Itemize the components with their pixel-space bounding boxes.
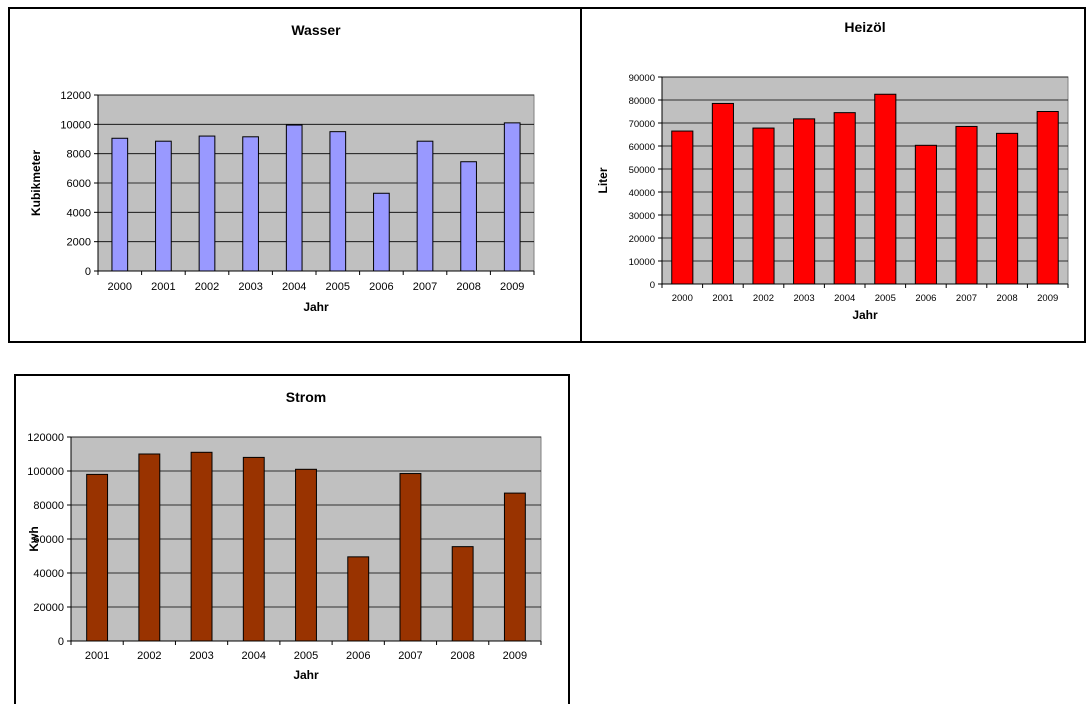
x-tick-label: 2000 (108, 281, 132, 293)
y-tick-label: 4000 (67, 207, 91, 219)
chart-title: Strom (286, 389, 326, 405)
y-tick-label: 120000 (27, 432, 64, 444)
y-tick-label: 0 (650, 280, 655, 291)
bar-heiz-l-2004 (833, 112, 856, 285)
y-tick-label: 0 (85, 266, 91, 278)
y-axis-title: Liter (596, 167, 610, 193)
y-tick-label: 0 (58, 636, 64, 648)
x-tick-label: 2005 (294, 650, 318, 662)
y-tick-label: 12000 (60, 90, 91, 102)
bar-wasser-2002 (198, 135, 216, 272)
x-tick-label: 2007 (956, 293, 977, 304)
bar-heiz-l-2003 (793, 118, 816, 285)
x-tick-label: 2004 (242, 650, 266, 662)
x-tick-label: 2003 (238, 281, 262, 293)
bar-wasser-2003 (242, 136, 259, 272)
x-tick-label: 2002 (195, 281, 219, 293)
bar-wasser-2009 (503, 122, 521, 272)
y-tick-label: 90000 (629, 73, 655, 84)
chart-panel-wasser: Wasser 0 2000 4000 6000 8000 10000 12000 2000 200… (8, 7, 583, 343)
bar-strom-2003 (190, 451, 213, 642)
x-tick-label: 2005 (326, 281, 350, 293)
x-tick-label: 2001 (85, 650, 109, 662)
y-axis-title: Kwh (27, 526, 41, 551)
chart-panel-strom: Strom 0 20000 40000 60000 80000 100000 120000 20… (14, 374, 570, 704)
bar-heiz-l-2007 (955, 125, 978, 285)
chart-wasser: Wasser 0 2000 4000 6000 8000 10000 12000 2000 200… (29, 22, 535, 314)
x-tick-label: 2009 (1037, 293, 1058, 304)
bar-strom-2006 (347, 556, 370, 642)
y-tick-label: 6000 (67, 178, 91, 190)
x-tick-label: 2000 (672, 293, 693, 304)
bar-wasser-2008 (460, 161, 477, 272)
x-tick-label: 2009 (503, 650, 527, 662)
bar-wasser-2007 (416, 140, 434, 272)
x-axis-title: Jahr (303, 300, 329, 314)
y-tick-label: 70000 (629, 119, 655, 130)
bar-strom-2007 (399, 473, 422, 642)
x-tick-label: 2003 (189, 650, 213, 662)
y-tick-label: 60000 (629, 142, 655, 153)
x-tick-label: 2007 (398, 650, 422, 662)
y-tick-label: 40000 (33, 568, 64, 580)
y-tick-label: 50000 (629, 165, 655, 176)
y-tick-label: 20000 (33, 602, 64, 614)
y-tick-label: 100000 (27, 466, 64, 478)
bar-wasser-2005 (329, 131, 347, 272)
x-axis-title: Jahr (852, 308, 878, 322)
x-tick-label: 2003 (794, 293, 815, 304)
y-tick-label: 40000 (629, 188, 655, 199)
x-tick-label: 2004 (282, 281, 306, 293)
y-tick-label: 8000 (67, 149, 91, 161)
x-tick-label: 2009 (500, 281, 524, 293)
x-tick-label: 2008 (450, 650, 474, 662)
x-tick-label: 2007 (413, 281, 437, 293)
bar-heiz-l-2001 (711, 102, 734, 285)
y-tick-label: 20000 (629, 234, 655, 245)
x-tick-label: 2005 (875, 293, 896, 304)
x-axis-title: Jahr (293, 668, 319, 682)
bar-wasser-2004 (285, 124, 303, 272)
bar-heiz-l-2009 (1036, 111, 1059, 285)
x-tick-label: 2001 (712, 293, 733, 304)
x-tick-label: 2006 (915, 293, 936, 304)
y-tick-label: 80000 (629, 96, 655, 107)
y-axis-title: Kubikmeter (29, 150, 43, 216)
chart-heizoel: Heizöl 0 10000 20000 30000 40000 50000 60000 700… (596, 19, 1069, 322)
bar-strom-2008 (451, 546, 474, 642)
chart-strom: Strom 0 20000 40000 60000 80000 100000 120000 20… (27, 389, 542, 682)
bar-heiz-l-2008 (996, 132, 1019, 285)
x-tick-label: 2008 (456, 281, 480, 293)
bar-strom-2001 (86, 473, 109, 642)
x-tick-label: 2008 (997, 293, 1018, 304)
x-tick-label: 2006 (369, 281, 393, 293)
y-tick-label: 2000 (67, 237, 91, 249)
y-tick-label: 10000 (629, 257, 655, 268)
bar-strom-2004 (242, 456, 265, 642)
x-tick-label: 2001 (151, 281, 175, 293)
y-tick-label: 30000 (629, 211, 655, 222)
bar-wasser-2006 (373, 192, 390, 272)
x-tick-label: 2006 (346, 650, 370, 662)
x-tick-label: 2002 (137, 650, 161, 662)
y-tick-label: 80000 (33, 500, 64, 512)
bar-strom-2009 (503, 492, 526, 642)
bar-wasser-2001 (155, 140, 172, 272)
bar-heiz-l-2005 (874, 93, 897, 285)
y-tick-label: 60000 (33, 534, 64, 546)
bar-wasser-2000 (111, 137, 129, 272)
bar-heiz-l-2000 (671, 130, 694, 285)
bar-strom-2002 (138, 453, 161, 642)
chart-panel-heizoel: Heizöl 0 10000 20000 30000 40000 50000 60000 700… (580, 7, 1086, 343)
bar-heiz-l-2006 (914, 144, 937, 285)
bar-heiz-l-2002 (752, 127, 775, 285)
x-tick-label: 2002 (753, 293, 774, 304)
chart-title: Wasser (291, 22, 341, 38)
chart-title: Heizöl (844, 19, 885, 35)
x-tick-label: 2004 (834, 293, 855, 304)
y-tick-label: 10000 (60, 119, 91, 131)
bar-strom-2005 (295, 468, 317, 642)
